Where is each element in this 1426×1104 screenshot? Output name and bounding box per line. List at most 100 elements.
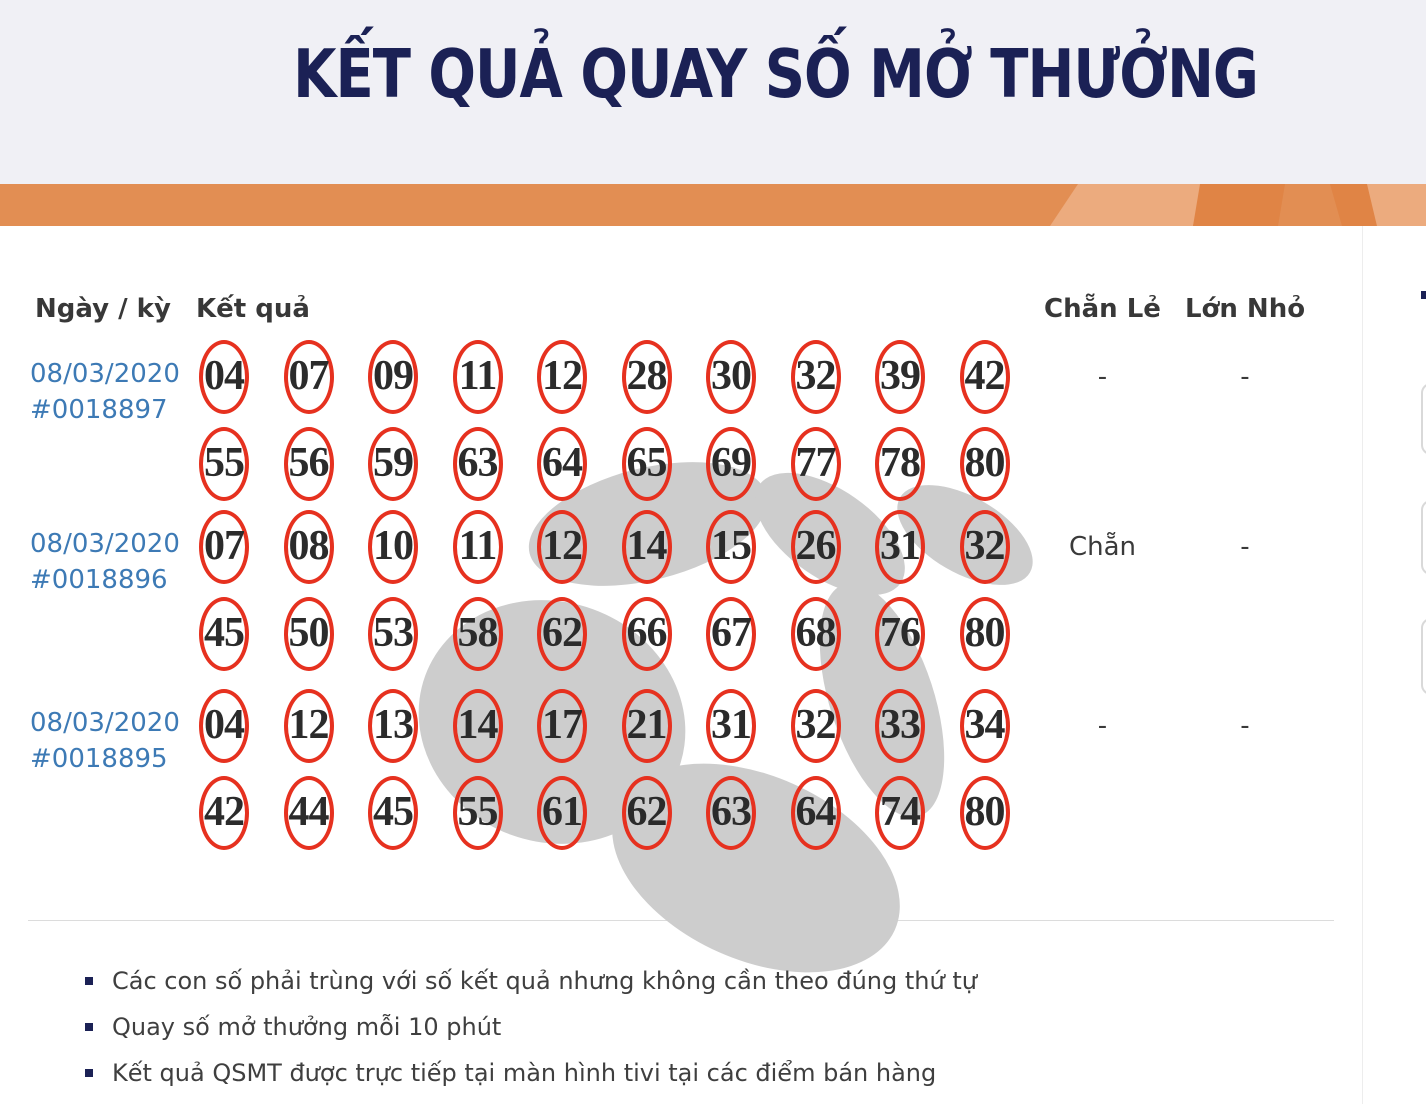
lottery-number-ball: 55	[199, 427, 249, 501]
result-row: 08/03/2020 #0018897 04 07 09 11 12 28 30 32 39 42…	[0, 340, 1426, 505]
lottery-number: 32	[795, 353, 837, 399]
lottery-number-ball: 14	[621, 510, 672, 584]
clipped-panel-card[interactable]	[1421, 383, 1426, 455]
chan-le-value: -	[1097, 362, 1108, 392]
chan-le-value: -	[1097, 711, 1108, 741]
lottery-number-ball: 07	[199, 510, 249, 584]
clipped-panel-card[interactable]	[1421, 618, 1426, 695]
lottery-number-ball: 63	[452, 427, 503, 501]
lottery-number-ball: 14	[452, 689, 503, 763]
lottery-number-ball: 12	[537, 510, 587, 584]
banner-graphics	[0, 184, 1426, 226]
lottery-number-ball: 68	[790, 597, 841, 671]
lottery-number-ball: 74	[875, 776, 925, 850]
column-header-chan-le: Chẵn Lẻ	[1044, 294, 1161, 324]
lottery-number-ball: 80	[959, 597, 1010, 671]
lottery-number-ball: 39	[875, 340, 925, 414]
lottery-number: 42	[964, 353, 1006, 399]
lottery-number: 12	[288, 702, 330, 748]
lottery-number: 45	[204, 610, 245, 656]
column-header-date: Ngày / kỳ	[35, 294, 171, 324]
lon-nho-value: -	[1240, 532, 1250, 562]
lottery-number-ball: 31	[706, 689, 756, 763]
lottery-number: 14	[457, 702, 499, 748]
lon-nho-value: -	[1240, 362, 1250, 392]
lottery-number: 62	[626, 789, 668, 835]
draw-id: #0018897	[30, 395, 168, 425]
lottery-number: 31	[711, 702, 752, 748]
lottery-number-ball: 80	[959, 427, 1010, 501]
result-row: 08/03/2020 #0018895 04 12 13 14 17 21 31 32 33 34…	[0, 689, 1426, 854]
lottery-number-ball: 65	[621, 427, 672, 501]
lottery-number-ball: 12	[537, 340, 587, 414]
notes-list: Các con số phải trùng với số kết quả như…	[0, 958, 1300, 1096]
lottery-number-ball: 56	[283, 427, 334, 501]
lottery-number-ball: 09	[368, 340, 418, 414]
lottery-number: 61	[542, 789, 583, 835]
page-header: KẾT QUẢ QUAY SỐ MỞ THƯỞNG	[0, 0, 1426, 184]
numbers-line: 04 07 09 11 12 28 30 32 39 42	[199, 340, 1010, 414]
numbers-line: 04 12 13 14 17 21 31 32 33 34	[199, 689, 1010, 763]
draw-date-block: 08/03/2020 #0018897	[30, 356, 192, 428]
lottery-number: 67	[711, 610, 752, 656]
lottery-number: 14	[626, 523, 668, 569]
lottery-number: 59	[373, 440, 414, 486]
note-text: Các con số phải trùng với số kết quả như…	[112, 967, 977, 995]
lottery-number-ball: 42	[959, 340, 1010, 414]
lottery-number-ball: 13	[368, 689, 418, 763]
lottery-number-ball: 64	[537, 427, 587, 501]
lottery-number: 55	[457, 789, 499, 835]
lottery-number: 65	[626, 440, 668, 486]
lottery-number-ball: 59	[368, 427, 418, 501]
lottery-number: 13	[373, 702, 414, 748]
draw-id: #0018895	[30, 744, 168, 774]
page-title-text: KẾT QUẢ QUAY SỐ MỞ THƯỞNG	[293, 36, 1259, 114]
lottery-number-ball: 33	[875, 689, 925, 763]
lottery-number-ball: 28	[621, 340, 672, 414]
lottery-number: 07	[204, 523, 245, 569]
lottery-number: 12	[542, 523, 583, 569]
lottery-number: 10	[373, 523, 414, 569]
lottery-number: 64	[795, 789, 837, 835]
lottery-number-ball: 58	[452, 597, 503, 671]
lottery-number-ball: 67	[706, 597, 756, 671]
lottery-number: 09	[373, 353, 414, 399]
clipped-element	[1421, 291, 1426, 299]
lottery-number-ball: 42	[199, 776, 249, 850]
lottery-number-ball: 04	[199, 340, 249, 414]
lottery-number-ball: 76	[875, 597, 925, 671]
lottery-number: 21	[626, 702, 668, 748]
lottery-number-ball: 77	[790, 427, 841, 501]
note-text: Quay số mở thưởng mỗi 10 phút	[112, 1013, 502, 1041]
lottery-number: 63	[711, 789, 752, 835]
lottery-number-ball: 17	[537, 689, 587, 763]
lottery-number: 08	[288, 523, 330, 569]
lottery-number: 30	[711, 353, 752, 399]
lottery-number: 77	[795, 440, 837, 486]
numbers-line: 45 50 53 58 62 66 67 68 76 80	[199, 597, 1010, 671]
lottery-number: 80	[964, 440, 1006, 486]
lottery-number: 76	[880, 610, 921, 656]
lottery-number-ball: 12	[283, 689, 334, 763]
lottery-number-ball: 63	[706, 776, 756, 850]
lottery-number-ball: 45	[368, 776, 418, 850]
clipped-panel-card[interactable]	[1421, 500, 1426, 575]
lottery-number: 11	[458, 523, 498, 569]
square-bullet-icon	[85, 977, 93, 985]
lottery-number: 42	[204, 789, 245, 835]
lottery-number-ball: 31	[875, 510, 925, 584]
draw-id: #0018896	[30, 565, 168, 595]
lottery-number-ball: 32	[959, 510, 1010, 584]
lottery-number: 69	[711, 440, 752, 486]
lottery-number-ball: 10	[368, 510, 418, 584]
lottery-number-ball: 32	[790, 689, 841, 763]
lottery-number-ball: 62	[537, 597, 587, 671]
numbers-line: 07 08 10 11 12 14 15 26 31 32	[199, 510, 1010, 584]
lottery-number: 44	[288, 789, 330, 835]
lottery-number: 80	[964, 789, 1006, 835]
lottery-number-ball: 30	[706, 340, 756, 414]
lottery-number: 31	[880, 523, 921, 569]
column-header-lon-nho: Lớn Nhỏ	[1184, 294, 1306, 324]
square-bullet-icon	[85, 1069, 93, 1077]
